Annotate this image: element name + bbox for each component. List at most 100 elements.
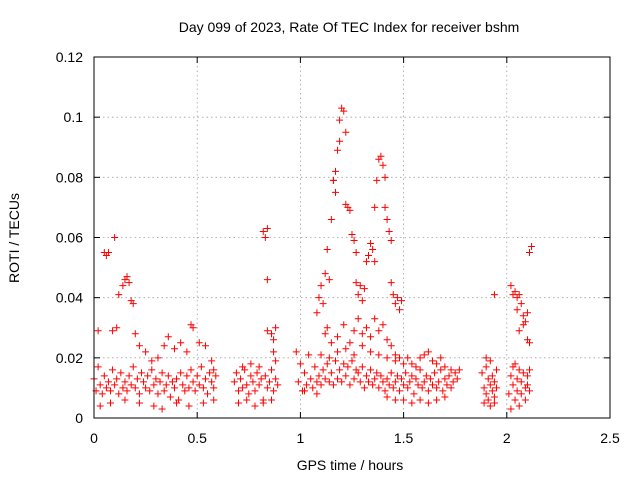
data-point bbox=[129, 363, 137, 371]
data-point bbox=[315, 294, 323, 302]
data-point bbox=[367, 366, 375, 374]
data-point bbox=[109, 366, 117, 374]
data-point bbox=[210, 384, 218, 392]
data-point bbox=[270, 387, 278, 395]
data-point bbox=[239, 363, 247, 371]
data-point bbox=[367, 333, 375, 341]
data-point bbox=[154, 390, 162, 398]
data-point bbox=[158, 405, 166, 413]
data-point bbox=[191, 387, 199, 395]
data-point bbox=[490, 291, 498, 299]
y-tick-label: 0.04 bbox=[56, 290, 83, 306]
data-point bbox=[183, 372, 191, 380]
data-point bbox=[265, 378, 273, 386]
y-tick-label: 0.06 bbox=[56, 230, 83, 246]
data-point bbox=[309, 384, 317, 392]
data-point bbox=[416, 396, 424, 404]
data-point bbox=[150, 381, 158, 389]
data-point bbox=[251, 387, 259, 395]
data-point bbox=[402, 369, 410, 377]
data-point bbox=[107, 387, 115, 395]
data-point bbox=[526, 387, 534, 395]
data-point bbox=[391, 378, 399, 386]
data-point bbox=[185, 402, 193, 410]
data-point bbox=[511, 360, 519, 368]
data-point bbox=[150, 402, 158, 410]
data-point bbox=[414, 381, 422, 389]
data-point bbox=[383, 215, 391, 223]
data-point bbox=[362, 324, 370, 332]
data-point bbox=[348, 357, 356, 365]
data-point bbox=[170, 345, 178, 353]
data-point bbox=[164, 372, 172, 380]
data-point bbox=[360, 285, 368, 293]
data-point bbox=[270, 336, 278, 344]
data-point bbox=[492, 384, 500, 392]
data-point bbox=[160, 387, 168, 395]
data-point bbox=[371, 258, 379, 266]
data-point bbox=[199, 399, 207, 407]
data-point bbox=[365, 378, 373, 386]
data-point bbox=[340, 360, 348, 368]
data-point bbox=[160, 342, 168, 350]
data-point bbox=[352, 279, 360, 287]
data-point bbox=[336, 366, 344, 374]
data-point bbox=[482, 390, 490, 398]
data-point bbox=[294, 378, 302, 386]
data-point bbox=[340, 321, 348, 329]
data-point bbox=[135, 342, 143, 350]
data-point bbox=[371, 203, 379, 211]
data-point bbox=[367, 240, 375, 248]
data-point bbox=[317, 351, 325, 359]
data-point bbox=[327, 369, 335, 377]
data-point bbox=[511, 396, 519, 404]
data-point bbox=[412, 363, 420, 371]
data-point bbox=[148, 357, 156, 365]
data-point bbox=[140, 378, 148, 386]
data-point bbox=[313, 378, 321, 386]
data-point bbox=[259, 227, 267, 235]
data-point bbox=[492, 366, 500, 374]
data-point bbox=[121, 396, 129, 404]
data-point bbox=[255, 381, 263, 389]
data-point bbox=[197, 363, 205, 371]
data-point bbox=[426, 375, 434, 383]
data-point bbox=[348, 230, 356, 238]
data-point bbox=[373, 176, 381, 184]
data-point bbox=[484, 375, 492, 383]
data-point bbox=[255, 363, 263, 371]
data-point bbox=[517, 378, 525, 386]
data-point bbox=[478, 369, 486, 377]
data-point bbox=[443, 381, 451, 389]
data-point bbox=[395, 354, 403, 362]
data-point bbox=[519, 369, 527, 377]
data-point bbox=[395, 306, 403, 314]
data-point bbox=[358, 363, 366, 371]
data-point bbox=[408, 360, 416, 368]
data-point bbox=[170, 384, 178, 392]
y-tick-label: 0.02 bbox=[56, 350, 83, 366]
data-point bbox=[373, 369, 381, 377]
data-point bbox=[311, 363, 319, 371]
data-point bbox=[486, 402, 494, 410]
data-point bbox=[346, 381, 354, 389]
data-point bbox=[488, 387, 496, 395]
data-point bbox=[486, 357, 494, 365]
data-point bbox=[521, 318, 529, 326]
data-point bbox=[451, 369, 459, 377]
data-point bbox=[439, 387, 447, 395]
data-point bbox=[230, 378, 238, 386]
data-point bbox=[232, 369, 240, 377]
data-point bbox=[346, 339, 354, 347]
data-point bbox=[307, 375, 315, 383]
data-point bbox=[195, 381, 203, 389]
data-point bbox=[480, 384, 488, 392]
data-point bbox=[379, 321, 387, 329]
data-point bbox=[201, 342, 209, 350]
data-point bbox=[272, 375, 280, 383]
data-point bbox=[129, 300, 137, 308]
data-point bbox=[166, 393, 174, 401]
data-point bbox=[358, 342, 366, 350]
data-point bbox=[387, 342, 395, 350]
data-point bbox=[313, 309, 321, 317]
